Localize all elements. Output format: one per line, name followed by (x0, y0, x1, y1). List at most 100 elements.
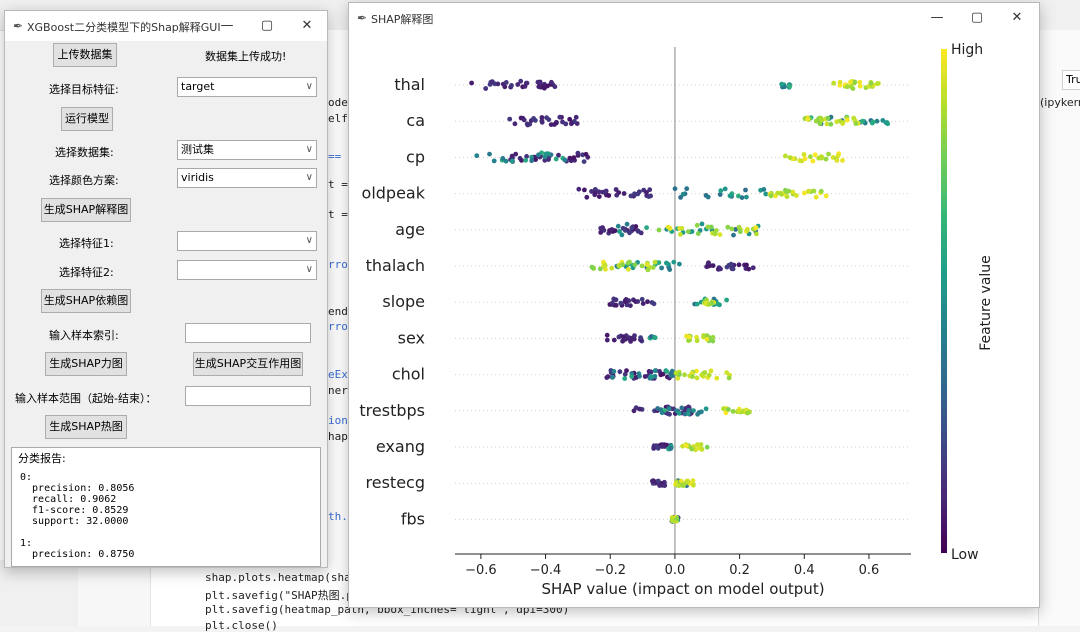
shap-point (694, 301, 700, 307)
shap-point (640, 301, 646, 306)
shap-point (724, 370, 730, 375)
generate-heatmap-button[interactable]: 生成SHAP热图 (45, 415, 127, 439)
gui-window-title: XGBoost二分类模型下的Shap解释GUI (27, 21, 221, 34)
shap-point (801, 190, 807, 196)
run-model-button[interactable]: 运行模型 (61, 107, 113, 131)
shap-point (668, 446, 674, 451)
feature-label-restecg: restecg (366, 473, 425, 492)
target-feature-select[interactable]: target ∨ (177, 77, 317, 97)
shap-point (601, 227, 607, 233)
shap-point (576, 186, 582, 192)
shap-point (787, 84, 793, 89)
shap-point (672, 186, 678, 192)
shap-point (489, 79, 495, 84)
feature1-label: 选择特征1: (59, 237, 114, 250)
shap-point (831, 80, 837, 86)
shap-point (718, 188, 724, 194)
x-axis-label: SHAP value (impact on model output) (541, 580, 824, 598)
sample-index-input[interactable] (185, 323, 311, 343)
upload-dataset-button[interactable]: 上传数据集 (53, 43, 117, 67)
shap-point (622, 376, 628, 381)
shap-point (553, 156, 559, 162)
shap-point (524, 154, 529, 159)
shap-point (610, 300, 615, 306)
shap-point (674, 516, 680, 521)
feature-label-fbs: fbs (401, 509, 425, 528)
shap-point (717, 232, 723, 238)
shap-point (699, 409, 704, 415)
feature-label-ca: ca (406, 111, 425, 130)
minimize-button[interactable]: — (930, 10, 944, 25)
shap-point (536, 152, 541, 158)
x-tick-label: 0.2 (729, 563, 750, 578)
color-scheme-select[interactable]: viridis ∨ (177, 168, 317, 188)
shap-point (790, 189, 796, 195)
sample-range-label: 输入样本范围（起始-结束）： (15, 392, 157, 405)
shap-point (583, 151, 589, 157)
shap-point (666, 406, 672, 412)
shap-point (723, 410, 729, 416)
maximize-button[interactable]: ▢ (970, 10, 984, 25)
shap-point (655, 478, 661, 484)
generate-force-plot-button[interactable]: 生成SHAP力图 (45, 352, 127, 376)
x-tick-label: 0.6 (859, 563, 880, 578)
close-button[interactable]: ✕ (301, 18, 313, 33)
shap-point (737, 229, 743, 235)
background-right-select[interactable]: Tru (1062, 70, 1080, 90)
sample-index-label: 输入样本索引: (49, 329, 119, 342)
sample-range-input[interactable] (185, 386, 311, 406)
shap-point (736, 193, 741, 199)
shap-point (637, 373, 642, 379)
shap-point (801, 152, 807, 157)
shap-point (834, 158, 840, 163)
generate-shap-plot-button[interactable]: 生成SHAP解释图 (41, 198, 131, 222)
shap-point (629, 374, 635, 379)
shap-point (512, 121, 518, 127)
generate-dependence-button[interactable]: 生成SHAP依赖图 (41, 289, 131, 313)
background-kernel-label: (ipykern (1040, 96, 1080, 109)
shap-point (810, 158, 816, 164)
shap-point (604, 332, 610, 338)
shap-point (631, 408, 637, 414)
feature2-select[interactable]: ∨ (177, 260, 317, 280)
shap-point (507, 116, 513, 122)
shap-point (613, 302, 619, 308)
shap-point (744, 262, 749, 268)
background-code-fragment: ner (328, 384, 348, 397)
shap-point (662, 482, 667, 488)
shap-point (618, 300, 624, 306)
shap-point (714, 301, 720, 307)
chevron-down-icon: ∨ (305, 81, 313, 92)
shap-point (651, 446, 657, 451)
shap-point (689, 446, 695, 452)
feature1-select[interactable]: ∨ (177, 231, 317, 251)
shap-point (655, 445, 661, 451)
upload-status-label: 数据集上传成功! (205, 50, 287, 63)
background-code-fragment: rro (328, 320, 348, 333)
shap-point (644, 190, 649, 195)
feature-label-oldpeak: oldpeak (362, 184, 426, 203)
shap-point (730, 409, 736, 414)
shap-point (828, 121, 834, 127)
shap-point (708, 224, 714, 230)
shap-point (706, 302, 712, 307)
shap-point (622, 371, 628, 377)
shap-point (739, 195, 745, 201)
shap-point (632, 191, 637, 197)
shap-point (664, 369, 670, 374)
shap-point (818, 188, 824, 194)
shap-point (628, 339, 633, 344)
generate-interaction-button[interactable]: 生成SHAP交互作用图 (193, 352, 303, 376)
shap-point (750, 265, 756, 271)
close-button[interactable]: ✕ (1011, 10, 1023, 25)
dataset-select[interactable]: 测试集 ∨ (177, 140, 317, 160)
classification-report-textbox[interactable]: 分类报告: 0: precision: 0.8056 recall: 0.906… (11, 447, 321, 567)
shap-point (518, 78, 524, 84)
shap-point (824, 121, 830, 127)
shap-point (695, 411, 700, 417)
report-line: precision: 0.8750 (20, 549, 135, 560)
maximize-button[interactable]: ▢ (260, 18, 274, 33)
minimize-button[interactable]: — (220, 18, 234, 33)
shap-point (621, 334, 626, 340)
shap-point (857, 79, 863, 85)
